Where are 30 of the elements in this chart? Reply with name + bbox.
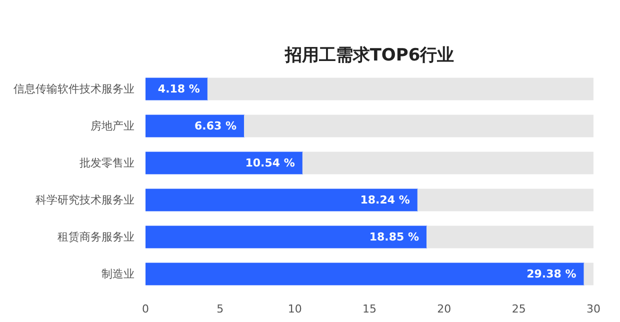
- x-tick-label: 10: [288, 302, 302, 316]
- x-tick-label: 25: [512, 302, 526, 316]
- y-tick-label: 批发零售业: [80, 156, 134, 170]
- data-label: 18.24 %: [360, 194, 410, 206]
- y-tick-label: 房地产业: [90, 120, 134, 132]
- bar: [146, 188, 418, 212]
- bar: [244, 114, 594, 138]
- chart-title: 招用工需求TOP6行业: [284, 46, 454, 66]
- bar: [146, 226, 428, 248]
- bar: [584, 262, 594, 286]
- data-label: 18.85 %: [369, 230, 420, 244]
- bar: [417, 188, 594, 212]
- y-tick-label: 制造业: [102, 268, 134, 280]
- data-label: 29.38 %: [526, 268, 576, 280]
- bar: [146, 152, 304, 174]
- x-tick-label: 5: [216, 302, 224, 316]
- bar: [426, 226, 594, 248]
- y-tick-label: 信息传输软件技术服务业: [14, 82, 134, 96]
- y-tick-label: 租赁商务服务业: [58, 230, 134, 244]
- y-tick-label: 科学研究技术服务业: [36, 194, 134, 206]
- x-tick-label: 20: [437, 302, 452, 316]
- data-label: 10.54 %: [245, 156, 295, 170]
- x-tick-label: 15: [362, 302, 376, 316]
- data-label: 6.63 %: [194, 120, 237, 132]
- bar: [146, 262, 585, 286]
- x-tick-label: 30: [586, 302, 600, 316]
- data-label: 4.18 %: [158, 82, 200, 96]
- bar: [302, 152, 594, 174]
- bar: [207, 78, 594, 100]
- x-tick-label: 0: [142, 302, 149, 316]
